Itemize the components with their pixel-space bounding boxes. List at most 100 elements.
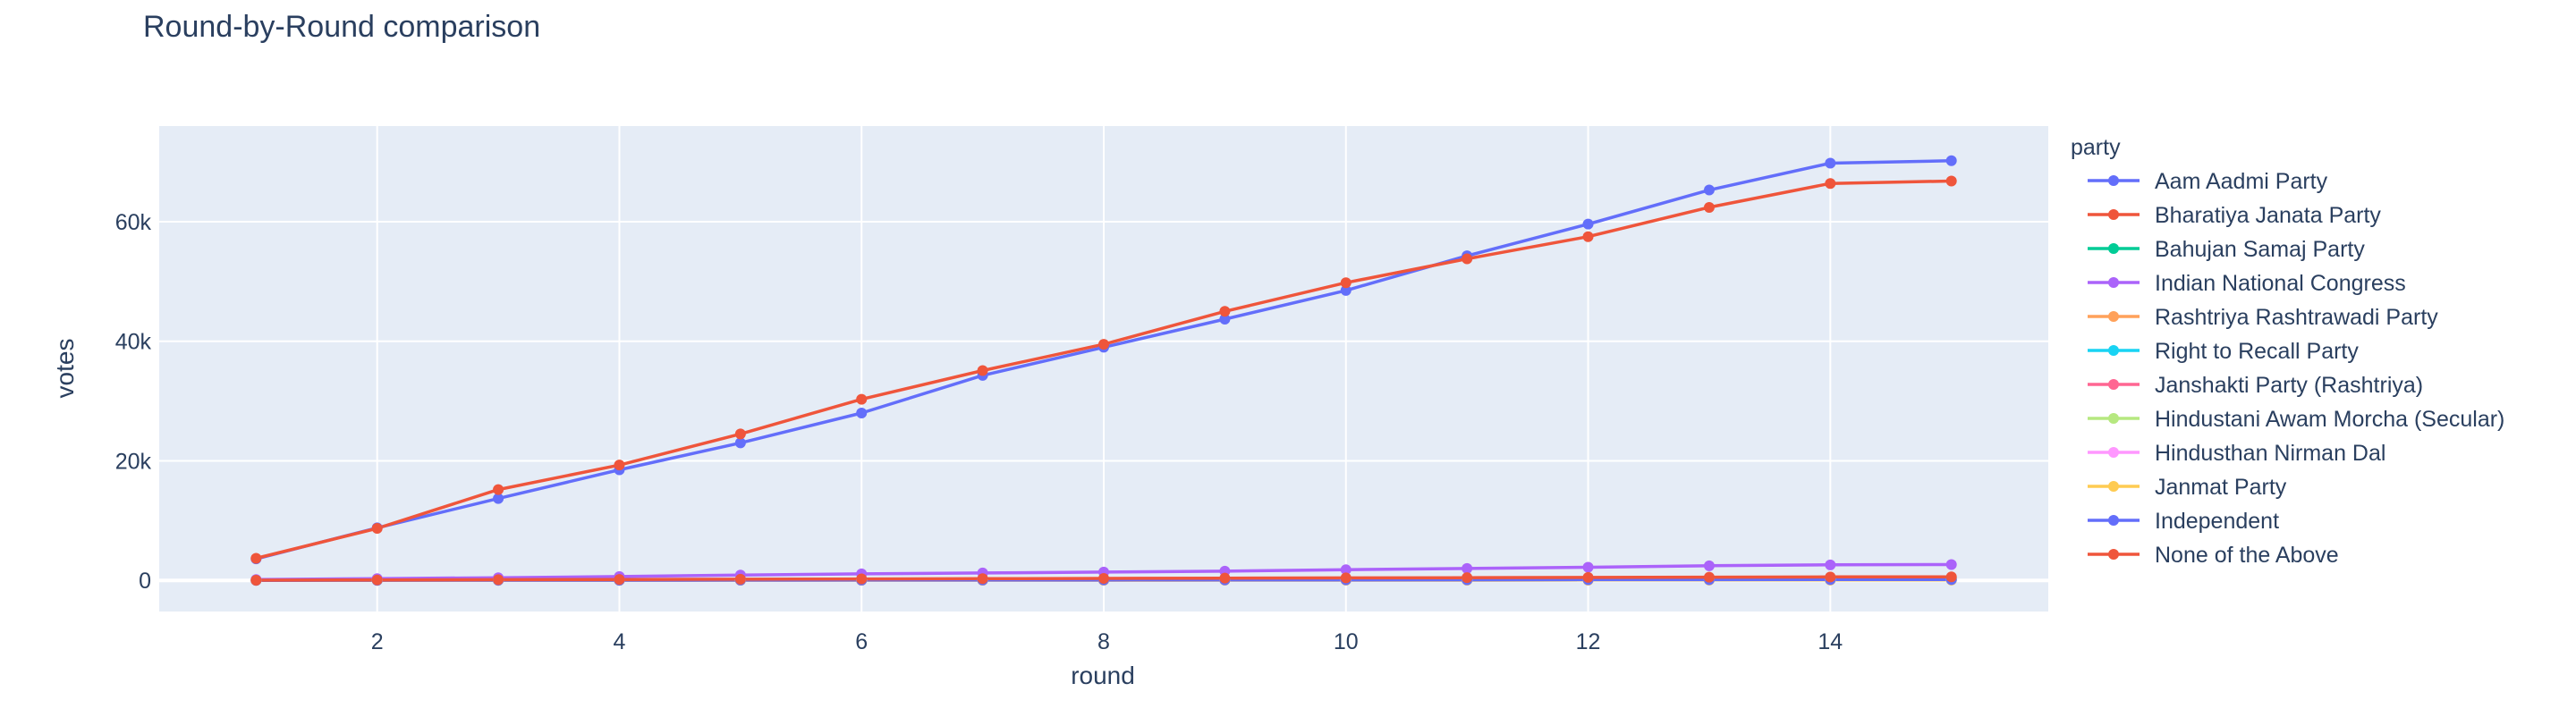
data-point: [1462, 562, 1473, 574]
data-point: [1945, 559, 1957, 570]
x-gridlines: [376, 126, 1832, 612]
legend-item-aam-aadmi-party[interactable]: Aam Aadmi Party: [2088, 169, 2328, 194]
legend-item-label: Indian National Congress: [2155, 271, 2406, 296]
y-tick-label: 40k: [115, 330, 152, 355]
data-point: [1340, 277, 1352, 289]
data-point: [1582, 231, 1594, 242]
legend-item-bharatiya-janata-party[interactable]: Bharatiya Janata Party: [2088, 203, 2381, 228]
data-point: [1945, 571, 1957, 583]
data-point: [1582, 571, 1594, 583]
legend-marker-swatch: [2108, 243, 2119, 254]
x-axis-label: round: [1071, 662, 1135, 689]
data-point: [1582, 218, 1594, 230]
legend-marker-swatch: [2108, 379, 2119, 390]
data-point: [1825, 178, 1836, 190]
y-tick-label: 20k: [115, 449, 152, 474]
legend-item-label: Janmat Party: [2155, 475, 2287, 500]
legend-marker-swatch: [2108, 447, 2119, 458]
legend-item-label: None of the Above: [2155, 543, 2339, 568]
data-point: [493, 493, 504, 504]
x-tick-label: 10: [1334, 629, 1359, 654]
data-point: [493, 574, 504, 586]
legend-item-independent[interactable]: Independent: [2088, 509, 2279, 534]
data-point: [1098, 573, 1109, 585]
legend-item-janshakti-party-rashtriya[interactable]: Janshakti Party (Rashtriya): [2088, 373, 2423, 398]
legend-item-label: Rashtriya Rashtrawadi Party: [2155, 305, 2438, 330]
legend-marker-swatch: [2108, 311, 2119, 322]
legend-item-label: Independent: [2155, 509, 2279, 534]
series-markers-bharatiya-janata-party: [250, 175, 1957, 564]
legend-item-hindusthan-nirman-dal[interactable]: Hindusthan Nirman Dal: [2088, 441, 2385, 466]
legend-item-right-to-recall-party[interactable]: Right to Recall Party: [2088, 339, 2359, 364]
legend-marker-swatch: [2108, 515, 2119, 526]
legend-item-hindustani-awam-morcha-secular[interactable]: Hindustani Awam Morcha (Secular): [2088, 407, 2504, 432]
data-point: [1340, 572, 1352, 584]
y-axis-label: votes: [51, 339, 79, 399]
legend-title: party: [2071, 135, 2121, 160]
legend-item-label: Janshakti Party (Rashtriya): [2155, 373, 2423, 398]
data-point: [371, 523, 383, 535]
data-point: [977, 573, 988, 585]
data-point: [1825, 559, 1836, 570]
legend-item-label: Bahujan Samaj Party: [2155, 237, 2365, 262]
legend-item-label: Bharatiya Janata Party: [2155, 203, 2381, 228]
data-point: [734, 437, 746, 449]
data-point: [1340, 564, 1352, 576]
data-point: [1825, 571, 1836, 583]
data-point: [734, 428, 746, 440]
data-point: [1825, 157, 1836, 169]
data-point: [1219, 313, 1231, 325]
data-point: [856, 407, 868, 418]
legend-item-label: Hindustani Awam Morcha (Secular): [2155, 407, 2504, 432]
x-axis-ticks: 2 4 6 8 10 12 14: [371, 629, 1843, 654]
y-tick-label: 60k: [115, 210, 152, 235]
data-point: [250, 574, 262, 586]
data-point: [734, 573, 746, 585]
legend-marker-swatch: [2108, 277, 2119, 288]
data-point: [1219, 306, 1231, 317]
legend-marker-swatch: [2108, 413, 2119, 424]
data-point: [1462, 253, 1473, 265]
legend-marker-swatch: [2108, 175, 2119, 186]
legend[interactable]: party Aam Aadmi Party Bharatiya Janata Pa…: [2071, 135, 2504, 568]
legend-item-indian-national-congress[interactable]: Indian National Congress: [2088, 271, 2406, 296]
legend-item-janmat-party[interactable]: Janmat Party: [2088, 475, 2287, 500]
series-markers-none-of-the-above: [250, 571, 1957, 586]
data-point: [856, 573, 868, 585]
data-point: [250, 553, 262, 564]
legend-item-label: Hindusthan Nirman Dal: [2155, 441, 2385, 466]
data-point: [977, 365, 988, 376]
y-axis-ticks: 0 20k 40k 60k: [115, 210, 152, 594]
x-tick-label: 4: [614, 629, 626, 654]
data-point: [1462, 572, 1473, 584]
x-tick-label: 6: [855, 629, 868, 654]
series-markers: [250, 155, 1957, 586]
data-point: [614, 574, 625, 586]
data-point: [1703, 184, 1715, 196]
legend-item-label: Aam Aadmi Party: [2155, 169, 2328, 194]
legend-item-bahujan-samaj-party[interactable]: Bahujan Samaj Party: [2088, 237, 2365, 262]
data-point: [614, 460, 625, 471]
x-tick-label: 12: [1576, 629, 1601, 654]
data-point: [1945, 155, 1957, 166]
data-point: [1582, 561, 1594, 573]
legend-marker-swatch: [2108, 345, 2119, 356]
legend-item-rashtriya-rashtrawadi-party[interactable]: Rashtriya Rashtrawadi Party: [2088, 305, 2438, 330]
data-point: [371, 574, 383, 586]
data-point: [493, 484, 504, 495]
legend-marker-swatch: [2108, 481, 2119, 492]
data-point: [1098, 339, 1109, 350]
data-point: [1703, 201, 1715, 213]
data-point: [1703, 571, 1715, 583]
x-tick-label: 2: [371, 629, 384, 654]
chart-title: Round-by-Round comparison: [143, 10, 540, 44]
y-tick-label: 0: [139, 569, 151, 594]
data-point: [1340, 284, 1352, 296]
data-point: [1703, 560, 1715, 571]
data-point: [1945, 175, 1957, 187]
legend-item-label: Right to Recall Party: [2155, 339, 2359, 364]
data-point: [1219, 572, 1231, 584]
x-tick-label: 8: [1097, 629, 1110, 654]
legend-item-none-of-the-above[interactable]: None of the Above: [2088, 543, 2339, 568]
